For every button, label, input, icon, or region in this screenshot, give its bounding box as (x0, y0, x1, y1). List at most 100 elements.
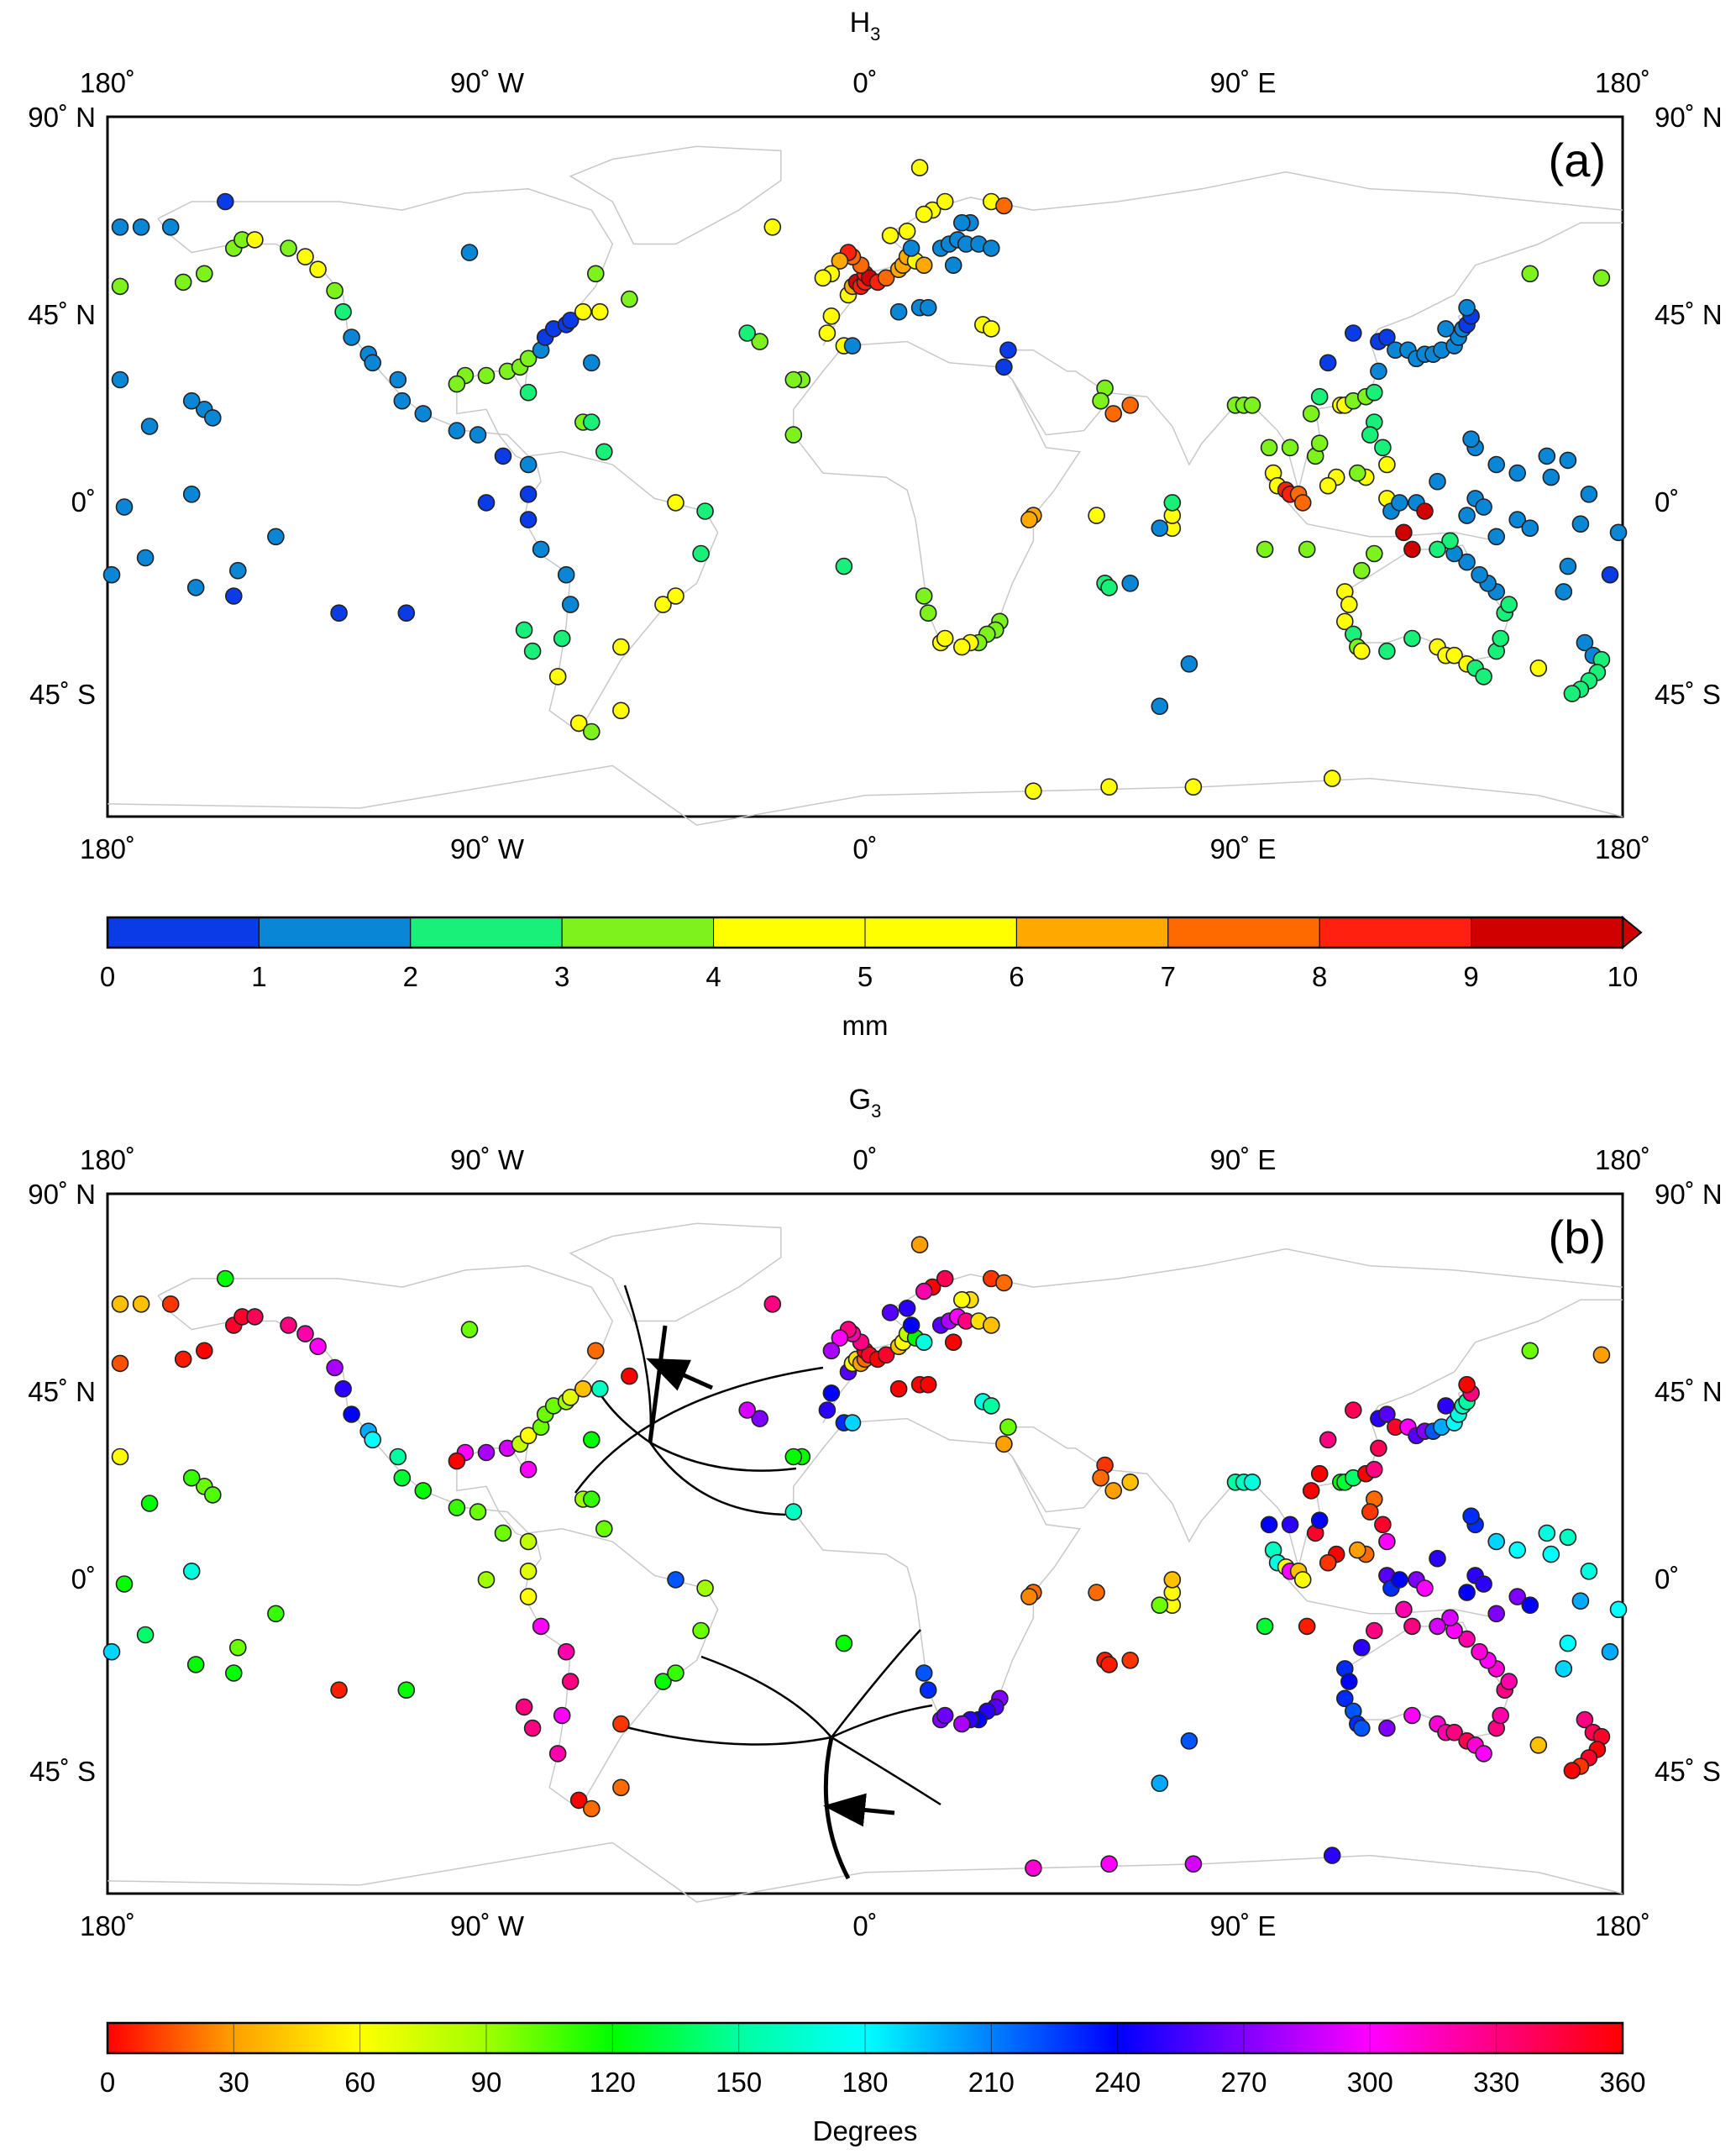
colorbar-tick-label: 120 (590, 2067, 636, 2098)
colorbar-bin (107, 917, 260, 948)
coastline (1104, 222, 1623, 493)
lon-tick-label: 90˚ W (450, 1144, 525, 1175)
station-marker (140, 1495, 159, 1512)
station-marker (1121, 1474, 1139, 1491)
station-marker (612, 701, 630, 720)
station-marker (1370, 362, 1387, 381)
colorbar-tick-label: 1 (251, 961, 266, 992)
station-marker (1281, 1516, 1299, 1534)
station-marker (224, 587, 243, 605)
phase-line (599, 1394, 651, 1444)
station-marker (944, 1333, 962, 1351)
station-marker (1260, 439, 1278, 457)
station-marker (696, 502, 714, 520)
station-marker (519, 511, 538, 528)
station-marker (519, 455, 538, 474)
station-marker (477, 1443, 496, 1462)
station-marker (936, 192, 954, 211)
station-marker (1521, 265, 1539, 283)
station-marker (1121, 396, 1139, 414)
coastline (107, 764, 1623, 826)
station-marker (1088, 1584, 1105, 1601)
station-marker (296, 248, 314, 265)
station-marker (1500, 596, 1518, 613)
station-marker (1092, 1468, 1109, 1487)
station-marker (494, 1524, 512, 1542)
station-marker (1395, 1600, 1413, 1619)
station-marker (1378, 1405, 1396, 1423)
station-marker (1361, 1503, 1379, 1521)
colorbar-bin (864, 917, 1017, 948)
colorbar-tick-label: 6 (1009, 961, 1024, 992)
station-marker (216, 1269, 234, 1288)
station-marker (309, 1337, 327, 1355)
station-marker (1345, 1401, 1362, 1419)
station-marker (330, 604, 348, 623)
station-marker (582, 1799, 601, 1818)
lat-tick-label: 0˚ (1655, 1563, 1679, 1594)
lat-tick-label: 45˚ N (28, 299, 96, 330)
station-marker (667, 1571, 684, 1589)
station-marker (1508, 1541, 1526, 1559)
station-marker (919, 1375, 937, 1394)
station-marker (1020, 1588, 1038, 1605)
station-marker (1500, 1673, 1518, 1690)
panel-b-right-lat-labels: 90˚ N 45˚ N 0˚ 45˚ S (1655, 1179, 1723, 1787)
lat-tick-label: 0˚ (1655, 486, 1679, 517)
station-marker (983, 239, 1000, 257)
station-marker (1538, 1524, 1556, 1542)
station-marker (136, 1626, 155, 1644)
colorbar-tick-label: 3 (554, 961, 569, 992)
station-marker (582, 354, 601, 372)
station-marker (224, 1664, 243, 1682)
station-marker (393, 1468, 412, 1487)
station-marker (1310, 434, 1329, 453)
station-marker (182, 485, 201, 503)
phase-line (622, 1725, 832, 1746)
station-marker (1475, 668, 1492, 686)
station-marker (393, 391, 412, 410)
station-marker (983, 1397, 1000, 1415)
lon-tick-label: 180˚ (1595, 67, 1650, 98)
station-marker (586, 265, 605, 283)
station-marker (1471, 1642, 1488, 1661)
station-marker (843, 337, 862, 355)
station-marker (919, 1681, 937, 1699)
coastline (1264, 1553, 1497, 1619)
station-marker (881, 227, 899, 244)
station-marker (1378, 455, 1396, 474)
station-marker (667, 494, 684, 512)
coastline (569, 1222, 782, 1322)
station-marker (843, 1414, 862, 1432)
station-marker (1151, 1596, 1169, 1614)
station-marker (822, 307, 841, 325)
station-marker (902, 1316, 920, 1334)
colorbar-tick-label: 90 (471, 2067, 502, 2098)
station-marker (204, 409, 222, 427)
station-marker (915, 1664, 933, 1682)
station-marker (1180, 654, 1198, 673)
station-marker (1475, 1575, 1492, 1593)
station-marker (1256, 540, 1274, 559)
station-marker (1458, 1375, 1476, 1394)
station-marker (1298, 1617, 1316, 1636)
station-marker (1378, 642, 1396, 660)
lat-tick-label: 45˚ S (1655, 679, 1721, 710)
station-marker (898, 1300, 916, 1317)
station-marker (477, 1571, 496, 1589)
station-marker (936, 629, 954, 648)
station-marker (326, 281, 344, 300)
station-marker (334, 302, 352, 321)
station-marker (953, 213, 971, 232)
station-marker (460, 244, 479, 261)
station-marker (1441, 1609, 1459, 1627)
station-marker (196, 1342, 213, 1360)
panel-b-title: G3 (849, 1084, 882, 1122)
station-marker (612, 638, 630, 656)
station-marker (835, 557, 853, 575)
colorbar-b: 0 30 60 90 120 150 180 210 240 270 300 330 360 (100, 2021, 1646, 2098)
station-marker (1458, 1584, 1476, 1601)
colorbar-frame (106, 916, 1624, 949)
station-marker (1025, 782, 1042, 801)
station-marker (1319, 354, 1337, 372)
